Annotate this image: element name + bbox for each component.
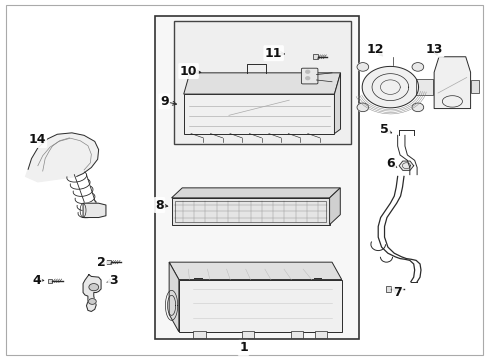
Polygon shape xyxy=(179,280,341,332)
Circle shape xyxy=(411,63,423,71)
Polygon shape xyxy=(171,198,329,225)
Text: 9: 9 xyxy=(160,95,168,108)
Bar xyxy=(174,21,351,144)
Bar xyxy=(385,286,390,292)
Text: 14: 14 xyxy=(28,134,45,147)
Bar xyxy=(193,331,205,338)
Text: 2: 2 xyxy=(97,256,105,269)
Text: 12: 12 xyxy=(366,43,384,56)
Bar xyxy=(106,260,110,264)
Circle shape xyxy=(356,63,368,71)
Text: 11: 11 xyxy=(264,47,282,60)
Text: 6: 6 xyxy=(385,157,394,170)
Polygon shape xyxy=(83,203,106,217)
Polygon shape xyxy=(83,275,101,311)
Text: 7: 7 xyxy=(392,286,401,299)
Polygon shape xyxy=(329,188,340,225)
Polygon shape xyxy=(398,161,413,170)
Bar xyxy=(290,331,302,338)
Circle shape xyxy=(88,298,96,304)
Text: 3: 3 xyxy=(109,274,117,287)
Circle shape xyxy=(356,103,368,112)
Polygon shape xyxy=(362,66,418,108)
Bar xyxy=(154,16,358,339)
Text: 5: 5 xyxy=(379,123,388,136)
Bar xyxy=(175,201,325,222)
Text: 4: 4 xyxy=(32,274,41,287)
Polygon shape xyxy=(183,94,334,134)
Polygon shape xyxy=(169,262,341,280)
Polygon shape xyxy=(433,57,469,109)
Text: 10: 10 xyxy=(180,64,197,77)
Bar xyxy=(242,331,254,338)
Bar xyxy=(469,80,478,93)
Circle shape xyxy=(305,70,309,73)
Circle shape xyxy=(89,284,99,291)
Polygon shape xyxy=(183,73,340,94)
Bar xyxy=(47,279,52,283)
Polygon shape xyxy=(171,188,340,198)
Polygon shape xyxy=(334,73,340,134)
Bar xyxy=(415,79,432,95)
Polygon shape xyxy=(26,133,99,182)
Circle shape xyxy=(305,77,309,80)
Text: 13: 13 xyxy=(425,43,442,56)
Text: 8: 8 xyxy=(155,198,163,212)
Circle shape xyxy=(411,103,423,112)
Polygon shape xyxy=(169,262,179,332)
Bar xyxy=(314,331,326,338)
Bar xyxy=(312,54,317,59)
FancyBboxPatch shape xyxy=(301,68,317,84)
Text: 1: 1 xyxy=(239,341,247,354)
